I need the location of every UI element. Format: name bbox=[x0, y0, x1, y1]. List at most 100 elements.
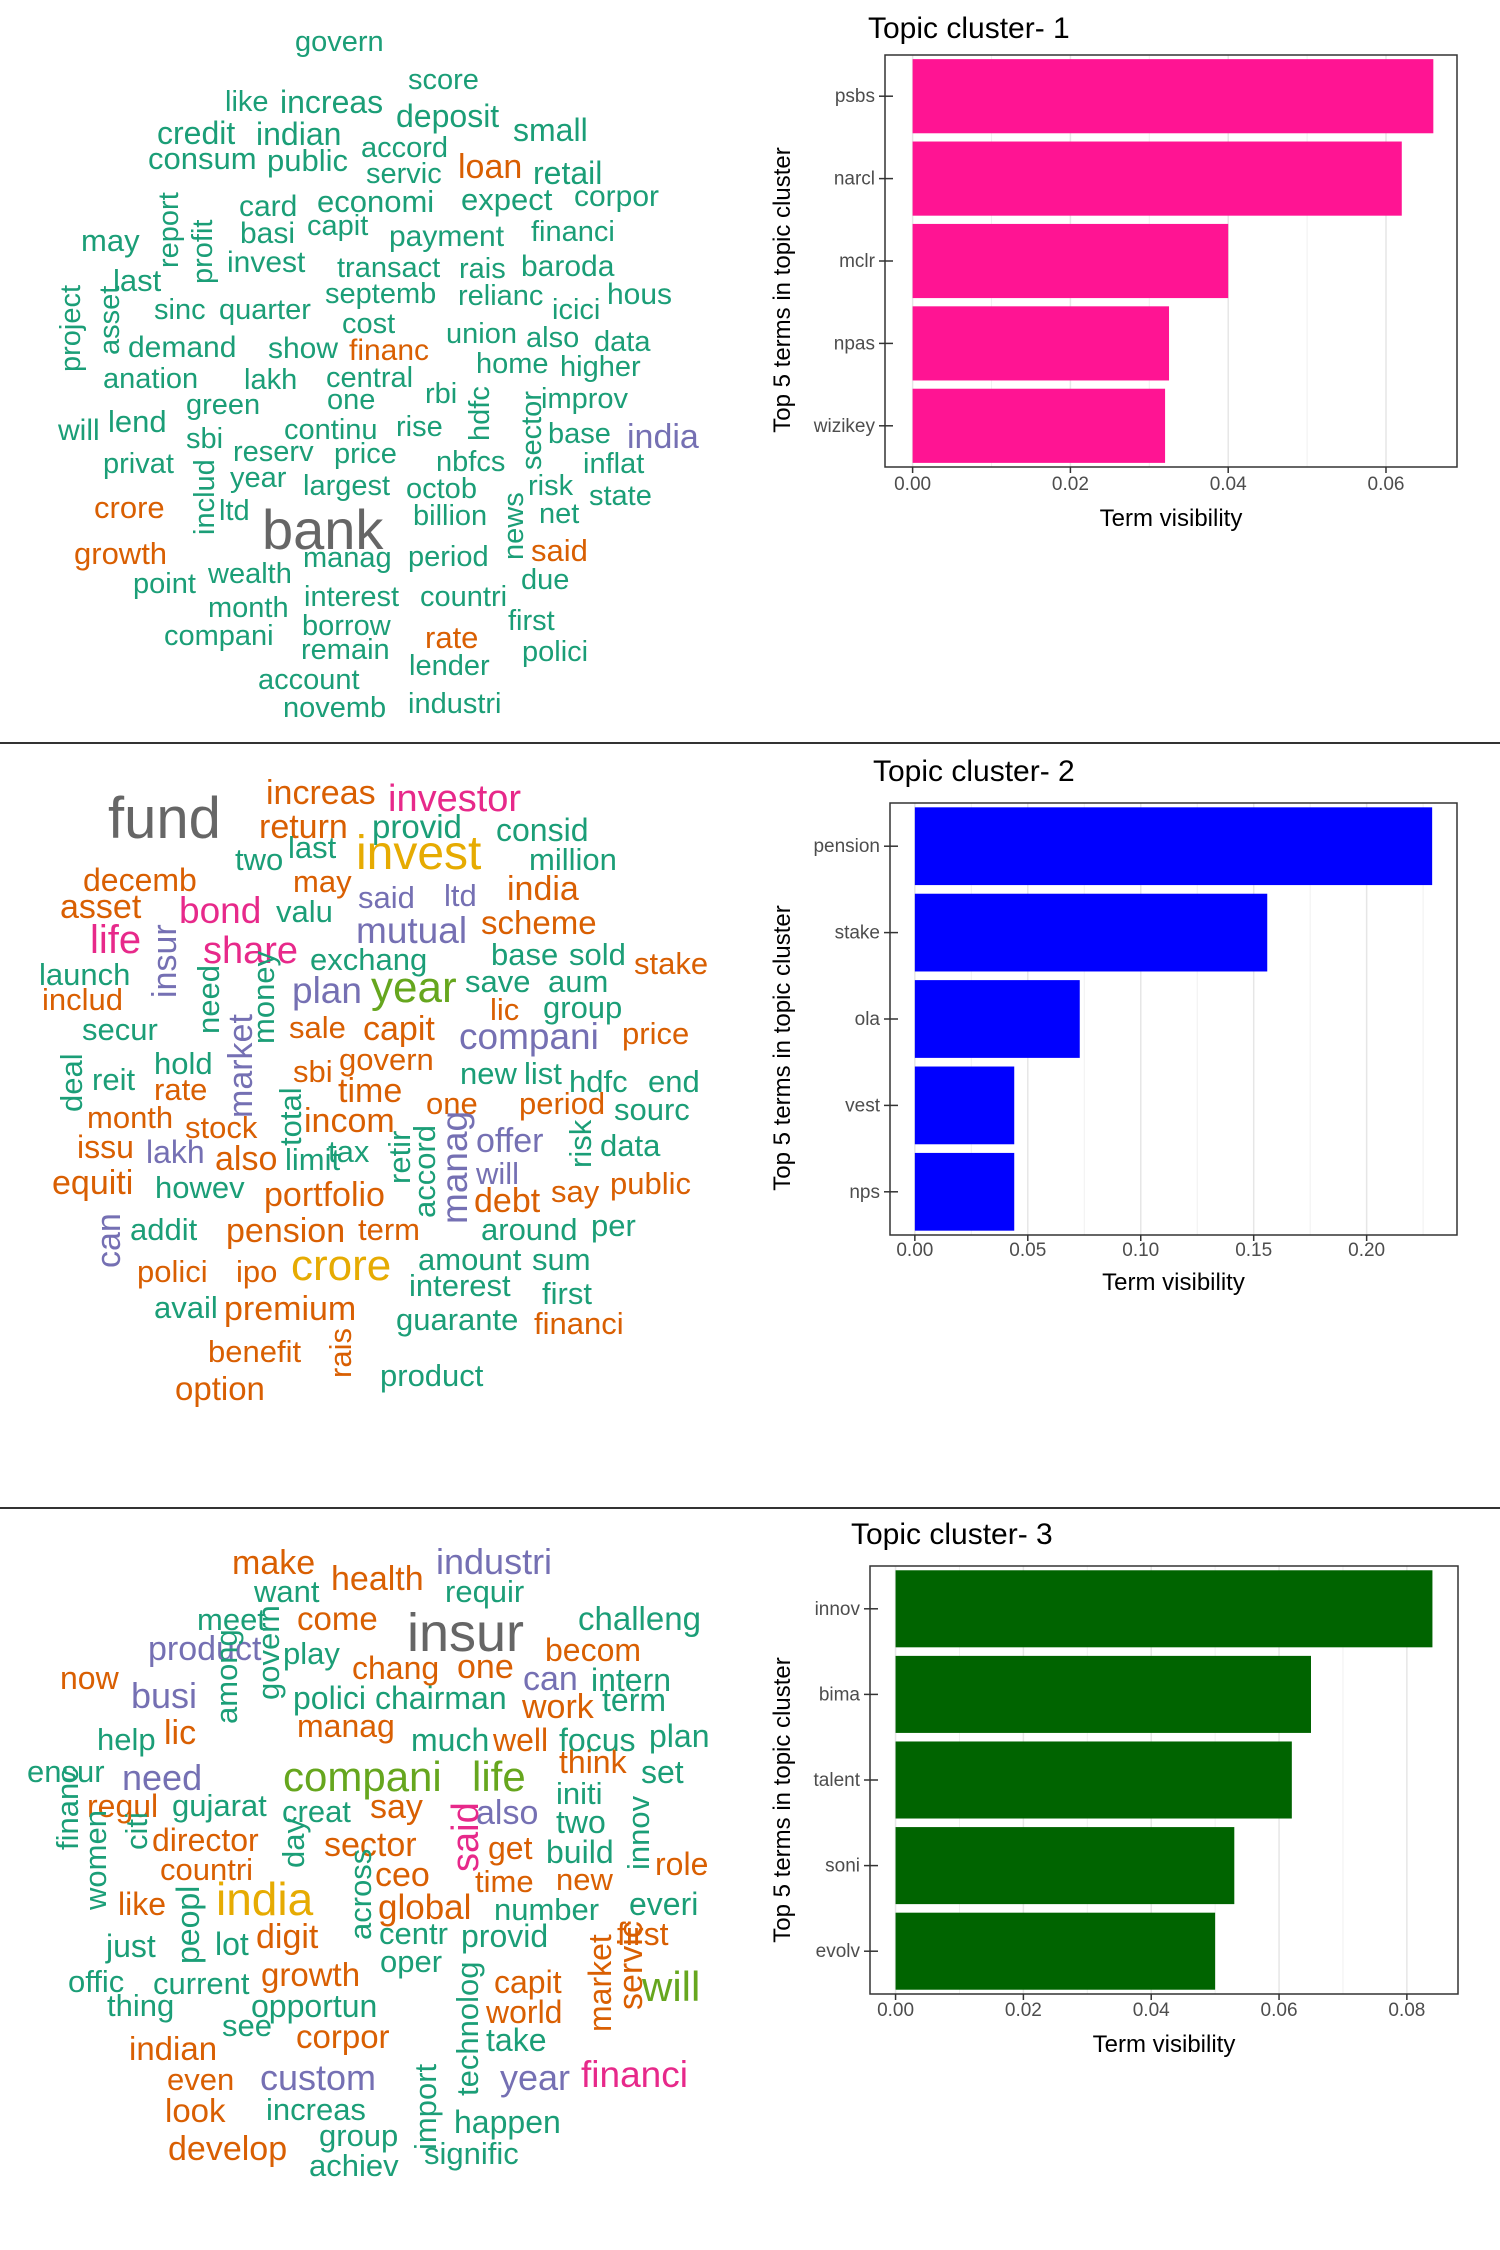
topic-cluster-3-word-india: india bbox=[216, 1873, 314, 1925]
topic-cluster-3-word-well: well bbox=[493, 1722, 549, 1758]
topic-cluster-3-ytick-label-innov: innov bbox=[815, 1599, 861, 1620]
topic-cluster-2-word-limit: limit bbox=[285, 1142, 341, 1177]
topic-cluster-1-ytick-label-npas: npas bbox=[834, 333, 875, 354]
topic-cluster-3-word-market: market bbox=[582, 1934, 618, 2032]
topic-cluster-1-ytick-label-wizikey: wizikey bbox=[813, 416, 876, 437]
topic-cluster-1-word-india: india bbox=[627, 418, 699, 456]
topic-cluster-3-word-world: world bbox=[486, 1994, 563, 2030]
topic-cluster-2-word-benefit: benefit bbox=[208, 1334, 302, 1369]
topic-cluster-2-word-option: option bbox=[175, 1370, 265, 1407]
topic-cluster-3-y-axis-label: Top 5 terms in topic cluster bbox=[769, 1657, 796, 1942]
topic-cluster-3-word-opportun: opportun bbox=[251, 1988, 378, 2024]
topic-cluster-3-word-health: health bbox=[331, 1560, 424, 1598]
topic-cluster-1-word-inflat: inflat bbox=[583, 448, 645, 480]
topic-cluster-1-word-septemb: septemb bbox=[325, 278, 437, 310]
topic-cluster-3-word-want: want bbox=[254, 1574, 320, 1609]
topic-cluster-1-word-continu: continu bbox=[284, 414, 378, 446]
topic-cluster-1-word-data: data bbox=[594, 326, 651, 358]
topic-cluster-2-word-equiti: equiti bbox=[52, 1164, 134, 1202]
topic-cluster-3-word-busi: busi bbox=[131, 1675, 198, 1716]
topic-cluster-1-ytick-label-psbs: psbs bbox=[835, 86, 875, 107]
topic-cluster-1-panel: govern score like increas deposit credit india… bbox=[0, 0, 1500, 740]
topic-cluster-3-xtick-label-4: 0.08 bbox=[1388, 2000, 1425, 2021]
topic-cluster-1-word-expect: expect bbox=[461, 182, 553, 217]
topic-cluster-1-word-growth: growth bbox=[74, 536, 168, 571]
topic-cluster-1-word-account: account bbox=[258, 664, 360, 696]
topic-cluster-3-word-year: year bbox=[500, 2057, 571, 2098]
topic-cluster-1-word-rbi: rbi bbox=[425, 378, 458, 410]
topic-cluster-2-ytick-label-stake: stake bbox=[835, 923, 880, 944]
topic-cluster-1-word-octob: octob bbox=[406, 473, 477, 505]
topic-cluster-3-word-growth: growth bbox=[261, 1956, 361, 1993]
topic-cluster-2-word-also: also bbox=[215, 1140, 278, 1178]
topic-cluster-1-xtick-label-2: 0.04 bbox=[1210, 474, 1247, 495]
topic-cluster-2-ytick-label-nps: nps bbox=[849, 1182, 880, 1203]
topic-cluster-1-word-baroda: baroda bbox=[521, 250, 615, 283]
topic-cluster-2-word-financi: financi bbox=[534, 1306, 624, 1341]
topic-cluster-2-word-said: said bbox=[358, 880, 415, 915]
topic-cluster-2-word-end: end bbox=[648, 1064, 700, 1099]
topic-cluster-1-bar-psbs bbox=[912, 59, 1434, 134]
topic-cluster-1-word-credit: credit bbox=[157, 115, 236, 151]
topic-cluster-1-word-month: month bbox=[208, 592, 289, 624]
topic-cluster-1-word-ltd: ltd bbox=[219, 495, 250, 527]
topic-cluster-1-word-score: score bbox=[408, 64, 479, 96]
topic-cluster-3-word-creat: creat bbox=[282, 1794, 351, 1829]
topic-cluster-3-word-global: global bbox=[378, 1888, 472, 1927]
topic-cluster-1-xtick-label-1: 0.02 bbox=[1052, 474, 1089, 495]
topic-cluster-1-word-financi: financi bbox=[531, 216, 615, 248]
topic-cluster-1-word-invest: invest bbox=[227, 246, 306, 279]
topic-cluster-3-word-indian: indian bbox=[129, 2030, 218, 2067]
topic-cluster-1-y-axis-label: Top 5 terms in topic cluster bbox=[769, 147, 796, 432]
topic-cluster-1-word-borrow: borrow bbox=[302, 610, 391, 642]
topic-cluster-3-word-take: take bbox=[486, 2022, 547, 2058]
topic-cluster-1-word-manag: manag bbox=[303, 542, 392, 574]
topic-cluster-1-word-lakh: lakh bbox=[244, 364, 298, 396]
topic-cluster-2-bar-chart: Topic cluster- 2 pension stake ola vest nps 0.… bbox=[769, 755, 1458, 1296]
topic-cluster-1-word-report: report bbox=[153, 192, 185, 268]
topic-cluster-2-word-retir: retir bbox=[382, 1130, 417, 1184]
topic-cluster-2-word-mutual: mutual bbox=[356, 910, 468, 951]
topic-cluster-2-word-lic: lic bbox=[490, 992, 520, 1027]
topic-cluster-2-y-axis-label: Top 5 terms in topic cluster bbox=[769, 905, 796, 1190]
topic-cluster-3-word-centr: centr bbox=[379, 1916, 448, 1951]
topic-cluster-1-word-accord: accord bbox=[361, 132, 449, 164]
topic-cluster-1-word-privat: privat bbox=[103, 448, 174, 480]
topic-cluster-2-word-increas: increas bbox=[266, 774, 376, 812]
topic-cluster-1-word-deposit: deposit bbox=[396, 98, 500, 134]
topic-cluster-2-word-price: price bbox=[622, 1016, 690, 1051]
topic-cluster-2-word-launch: launch bbox=[39, 957, 131, 992]
topic-cluster-1-word-relianc: relianc bbox=[458, 280, 544, 312]
topic-cluster-1-word-increas: increas bbox=[280, 84, 384, 120]
topic-cluster-3-word-number: number bbox=[494, 1892, 600, 1927]
topic-cluster-1-x-axis-label: Term visibility bbox=[1100, 505, 1243, 532]
topic-cluster-2-word-valu: valu bbox=[276, 894, 333, 929]
topic-cluster-3-word-sector: sector bbox=[324, 1826, 417, 1864]
topic-cluster-2-plot-border bbox=[889, 802, 1458, 1236]
topic-cluster-2-word-sale: sale bbox=[289, 1010, 346, 1045]
topic-cluster-3-word-ensur: ensur bbox=[27, 1754, 105, 1789]
topic-cluster-2-chart-title: Topic cluster- 2 bbox=[873, 755, 1075, 788]
topic-cluster-1-word-home: home bbox=[476, 348, 549, 380]
topic-cluster-1-word-capit: capit bbox=[307, 210, 369, 242]
topic-cluster-3-word-just: just bbox=[106, 1928, 156, 1964]
topic-cluster-3-word-new: new bbox=[556, 1862, 613, 1897]
topic-cluster-1-bar-chart: Topic cluster- 1 psbs narcl mclr npas wizikey… bbox=[769, 12, 1458, 532]
topic-cluster-2-word-decemb: decemb bbox=[83, 862, 197, 898]
topic-cluster-2-xtick-label-1: 0.05 bbox=[1009, 1240, 1046, 1261]
topic-cluster-2-word-base: base bbox=[491, 937, 559, 972]
topic-cluster-1-word-project: project bbox=[55, 284, 87, 372]
topic-cluster-3-word-achiev: achiev bbox=[309, 2148, 399, 2183]
topic-cluster-3-word-technolog: technolog bbox=[450, 1961, 485, 2096]
topic-cluster-1-word-compani: compani bbox=[164, 620, 274, 652]
topic-cluster-3-word-intern: intern bbox=[591, 1662, 672, 1698]
topic-cluster-1-word-billion: billion bbox=[413, 500, 488, 532]
topic-cluster-2-word-pension: pension bbox=[226, 1212, 346, 1250]
topic-cluster-2-word-hdfc: hdfc bbox=[569, 1064, 628, 1099]
topic-cluster-3-word-chang: chang bbox=[352, 1650, 440, 1686]
topic-cluster-1-word-year: year bbox=[230, 462, 287, 494]
topic-cluster-3-word-custom: custom bbox=[260, 2057, 377, 2098]
topic-cluster-1-word-sinc: sinc bbox=[154, 294, 206, 326]
topic-cluster-2-word-month: month bbox=[87, 1100, 174, 1135]
topic-cluster-3-wordcloud: make health industri want requir meet come insu… bbox=[0, 1510, 750, 2250]
